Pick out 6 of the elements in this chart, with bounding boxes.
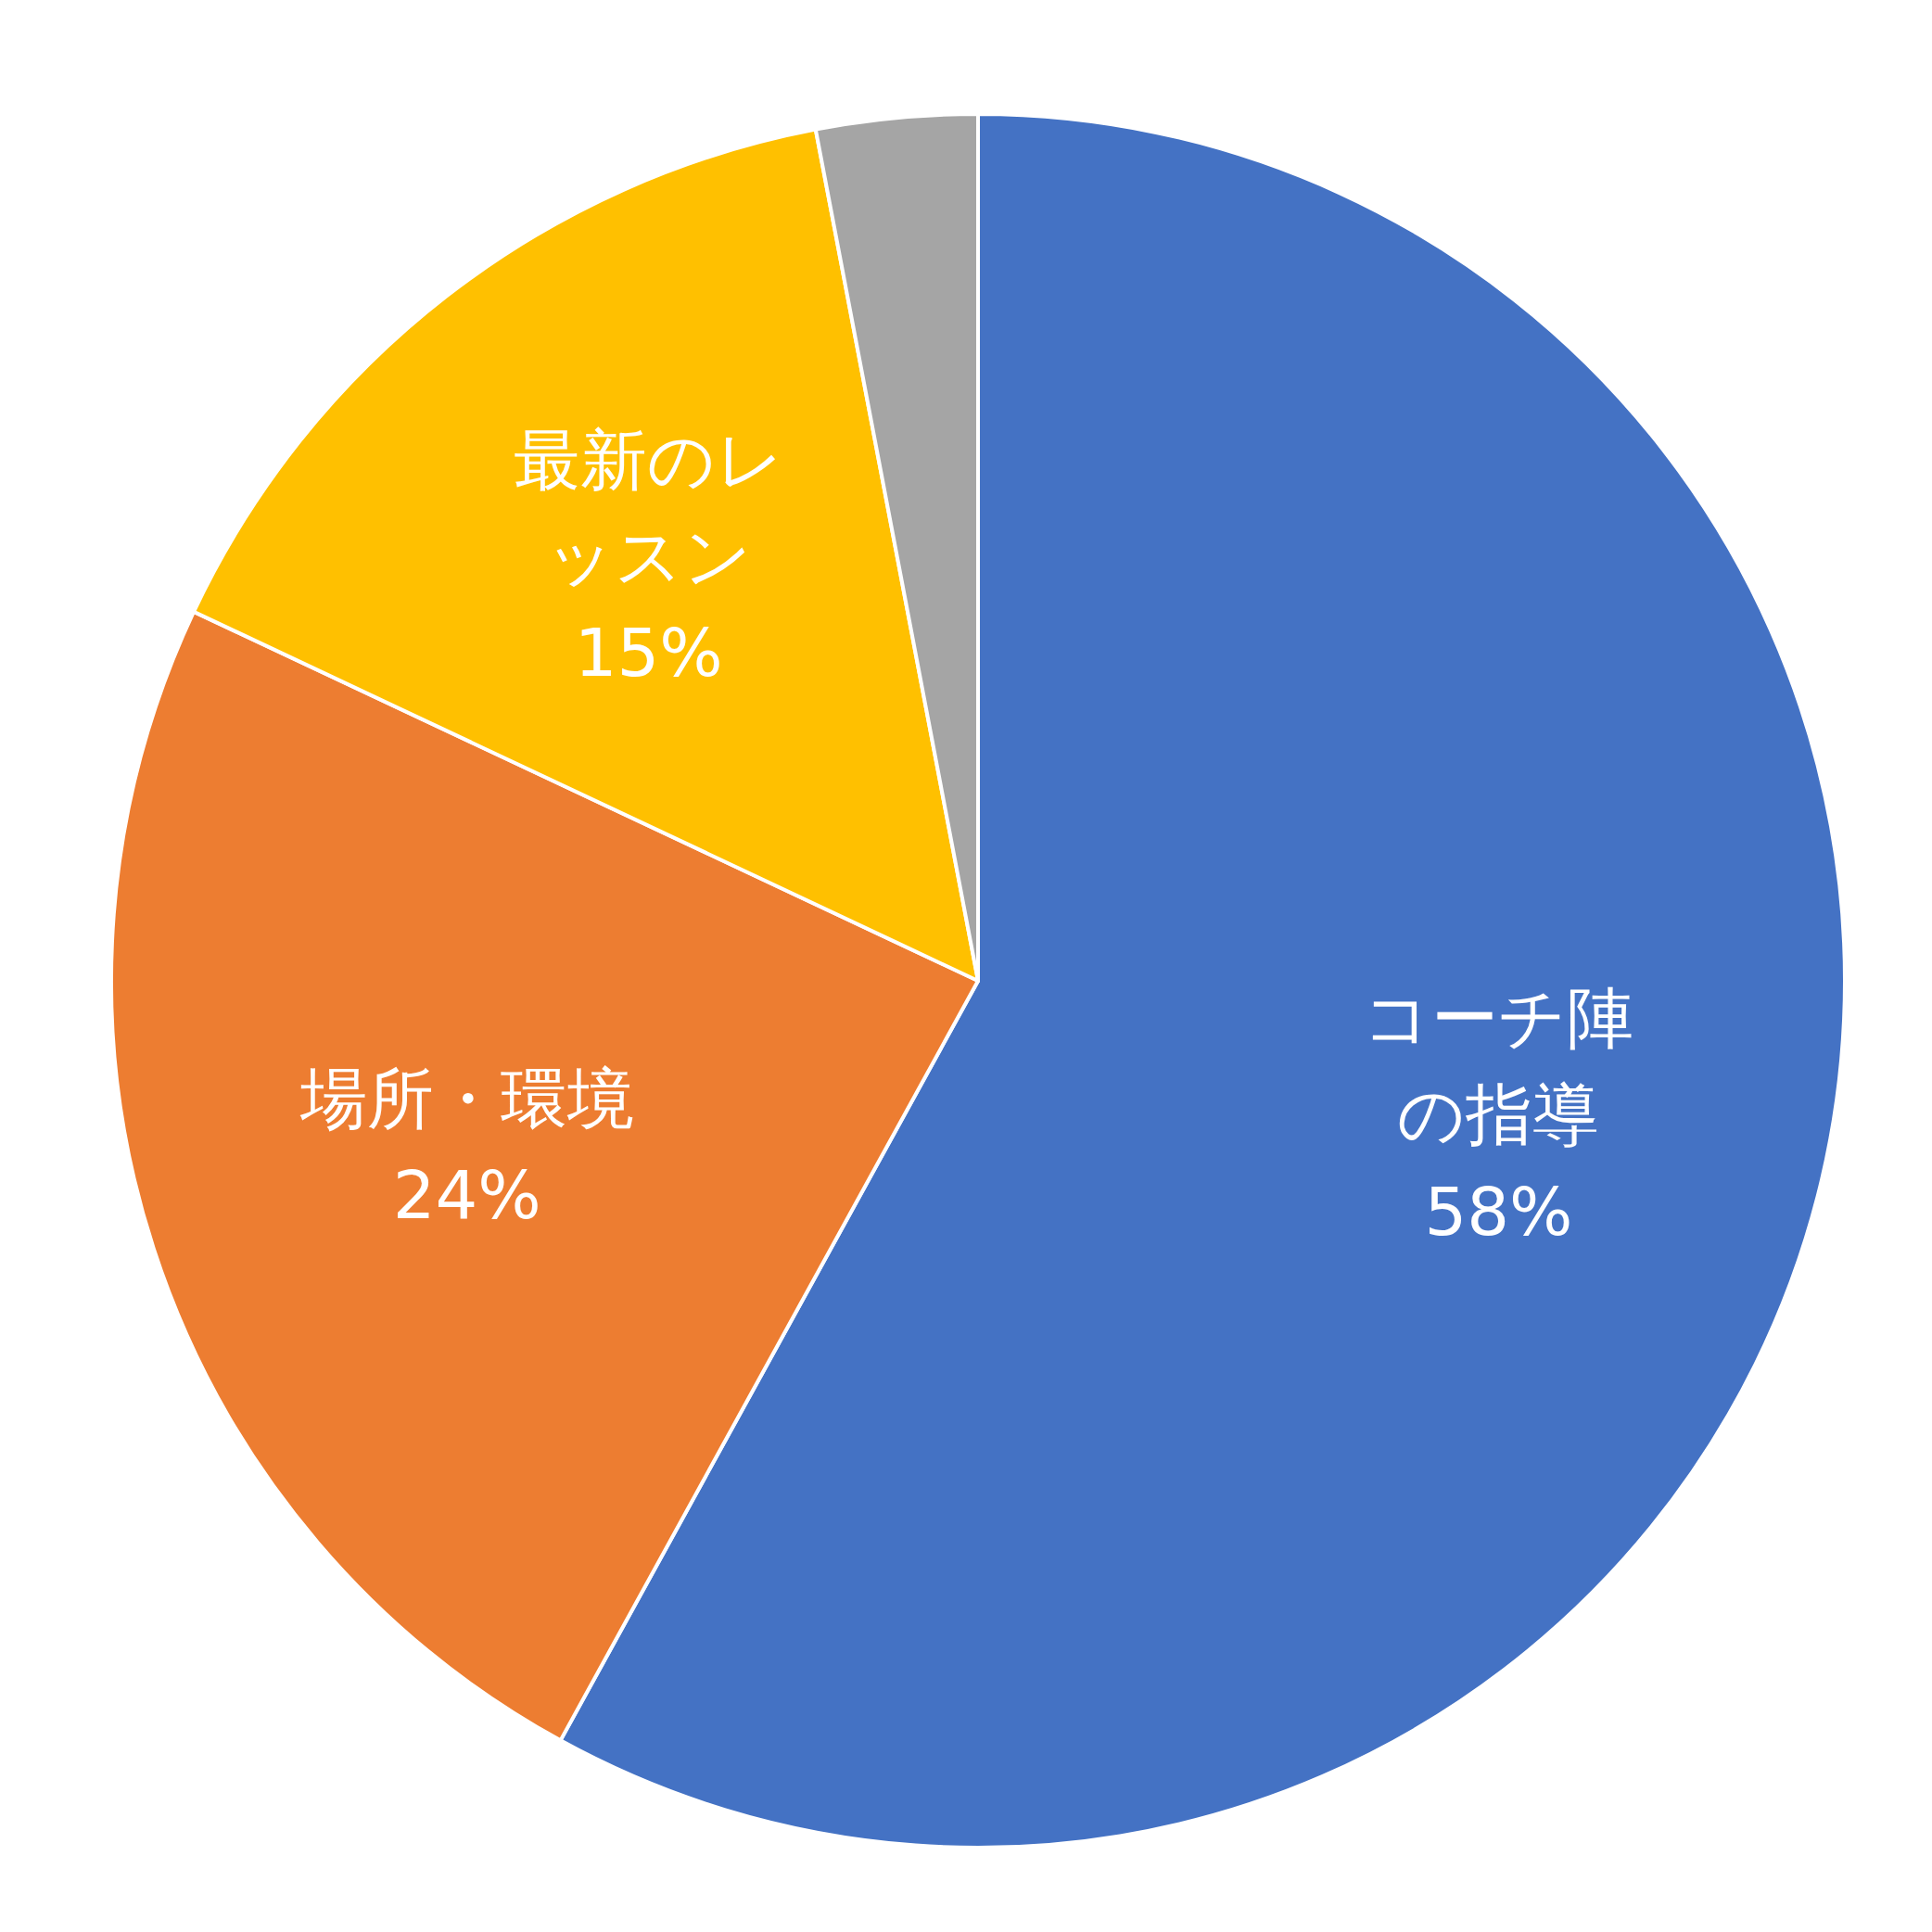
slice-label: コーチ陣の指導 <box>1363 978 1634 1154</box>
slice-label: 最新のレッスン <box>513 420 784 595</box>
data-label: 58% <box>1424 1172 1573 1251</box>
slice-label: 場所・環境 <box>299 1059 634 1138</box>
data-label: 24% <box>392 1156 541 1235</box>
data-label: 15% <box>574 614 723 693</box>
